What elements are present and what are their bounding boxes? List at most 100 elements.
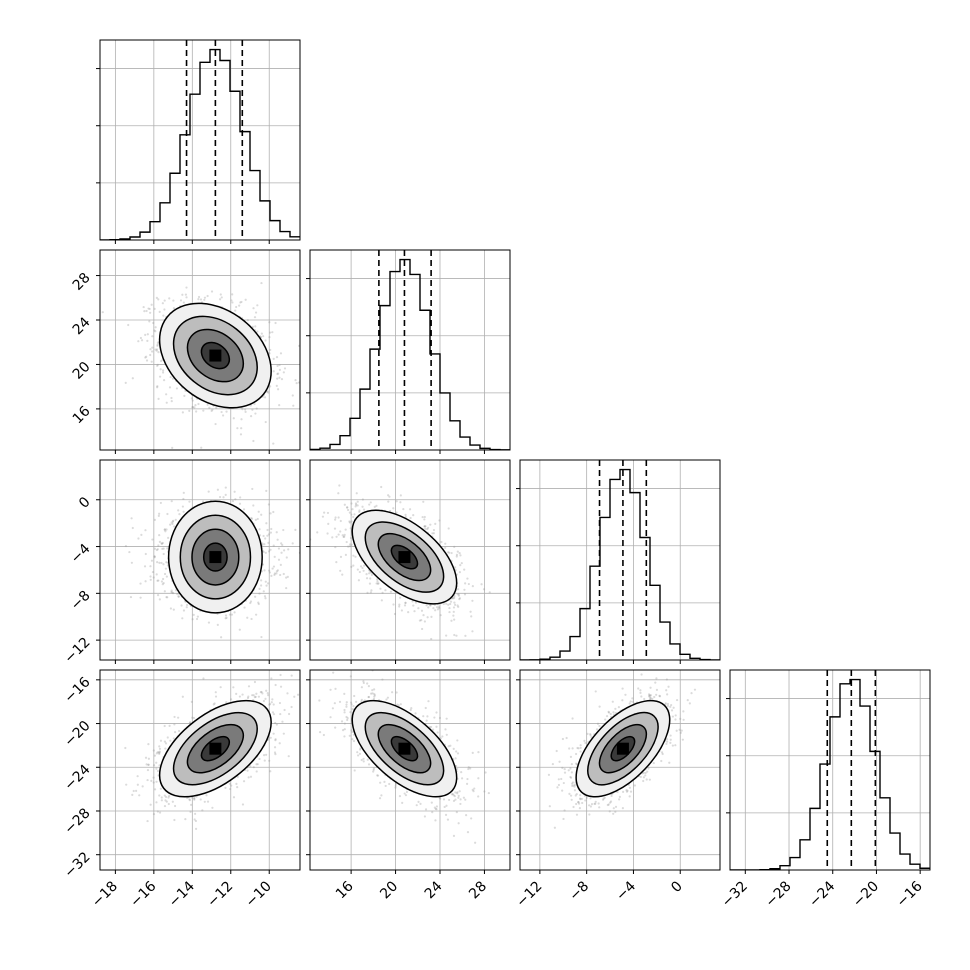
scatter-point xyxy=(188,500,191,503)
scatter-point xyxy=(315,505,317,507)
scatter-point xyxy=(225,616,228,619)
scatter-point xyxy=(158,310,161,313)
panel-clip-group xyxy=(100,670,300,870)
scatter-point xyxy=(153,555,156,558)
scatter-point xyxy=(471,585,474,588)
scatter-point xyxy=(260,635,263,639)
histogram-step xyxy=(520,468,720,660)
hist-panel-2 xyxy=(516,459,721,664)
scatter-point xyxy=(260,584,263,587)
scatter-point xyxy=(234,498,237,501)
scatter-point xyxy=(291,394,294,397)
scatter-point xyxy=(257,510,260,513)
scatter-point xyxy=(355,492,358,495)
scatter-point xyxy=(334,546,337,549)
panel-frame xyxy=(309,459,511,661)
scatter-point xyxy=(464,582,467,585)
scatter-point xyxy=(444,546,447,549)
scatter-point xyxy=(282,572,285,576)
scatter-point xyxy=(165,561,168,564)
histogram-step xyxy=(100,48,300,240)
scatter-point xyxy=(268,321,271,324)
scatter-point xyxy=(101,311,104,314)
scatter-point xyxy=(169,375,172,379)
scatter-point xyxy=(197,402,200,406)
scatter-point xyxy=(171,591,174,594)
scatter-point xyxy=(463,588,466,591)
scatter-point xyxy=(392,603,395,606)
scatter-point xyxy=(172,307,176,310)
scatter-point xyxy=(256,330,259,333)
scatter-point xyxy=(334,518,337,521)
scatter-point xyxy=(404,601,407,604)
scatter-point xyxy=(333,527,337,530)
scatter-point xyxy=(159,368,162,371)
scatter-point xyxy=(278,404,281,407)
scatter-point xyxy=(423,525,426,528)
scatter-point xyxy=(154,348,157,351)
scatter-point xyxy=(407,611,410,614)
scatter-point xyxy=(454,603,457,606)
scatter-point xyxy=(437,605,440,609)
y-tick-label: 16 xyxy=(70,403,94,427)
scatter-point xyxy=(158,512,161,515)
scatter-point xyxy=(350,520,353,523)
scatter-point xyxy=(369,591,372,594)
scatter-point xyxy=(453,597,456,600)
scatter-point xyxy=(124,544,128,548)
scatter-point xyxy=(339,569,342,572)
scatter-point xyxy=(239,301,242,304)
scatter-point xyxy=(230,299,233,302)
scatter-point xyxy=(447,603,450,606)
scatter-point xyxy=(240,418,243,421)
scatter-point xyxy=(263,543,266,546)
scatter-point xyxy=(361,505,364,508)
scatter-point xyxy=(224,617,227,620)
scatter-point xyxy=(178,513,181,516)
scatter-point xyxy=(263,396,267,399)
scatter-point xyxy=(275,531,278,534)
scatter-point xyxy=(128,550,131,554)
panel-frame xyxy=(519,459,721,661)
scatter-point xyxy=(418,619,422,622)
scatter-point xyxy=(470,615,473,618)
scatter-point xyxy=(269,531,272,534)
scatter-point xyxy=(351,508,354,511)
scatter-point xyxy=(362,569,365,572)
scatter-point xyxy=(148,320,151,323)
scatter-point xyxy=(254,595,257,598)
scatter-point xyxy=(458,598,461,601)
scatter-point xyxy=(350,543,353,546)
scatter-point xyxy=(177,595,180,598)
scatter-point xyxy=(251,487,254,491)
scatter-point xyxy=(161,371,165,374)
scatter-point xyxy=(343,535,346,538)
scatter-point xyxy=(294,379,297,382)
scatter-point xyxy=(151,346,154,349)
scatter-point xyxy=(278,376,281,379)
scatter-point xyxy=(417,607,420,610)
scatter-point xyxy=(270,574,273,577)
scatter-point xyxy=(285,586,288,590)
scatter-point xyxy=(139,582,142,585)
scatter-point xyxy=(354,505,357,508)
scatter-point xyxy=(265,522,268,525)
scatter-point xyxy=(155,296,158,299)
scatter-point xyxy=(350,513,353,516)
scatter-point xyxy=(274,321,277,325)
scatter-point xyxy=(275,384,278,388)
scatter-point xyxy=(358,570,361,574)
scatter-point xyxy=(356,568,359,571)
scatter-point xyxy=(195,410,198,413)
scatter-point xyxy=(455,553,459,556)
scatter-point xyxy=(258,528,261,531)
scatter-point xyxy=(398,603,401,606)
scatter-point xyxy=(162,547,165,550)
scatter-point xyxy=(156,344,159,347)
scatter-point xyxy=(221,414,225,417)
scatter-point xyxy=(170,590,173,594)
scatter-point xyxy=(220,296,223,299)
scatter-point xyxy=(170,399,173,403)
scatter-point xyxy=(348,520,351,523)
